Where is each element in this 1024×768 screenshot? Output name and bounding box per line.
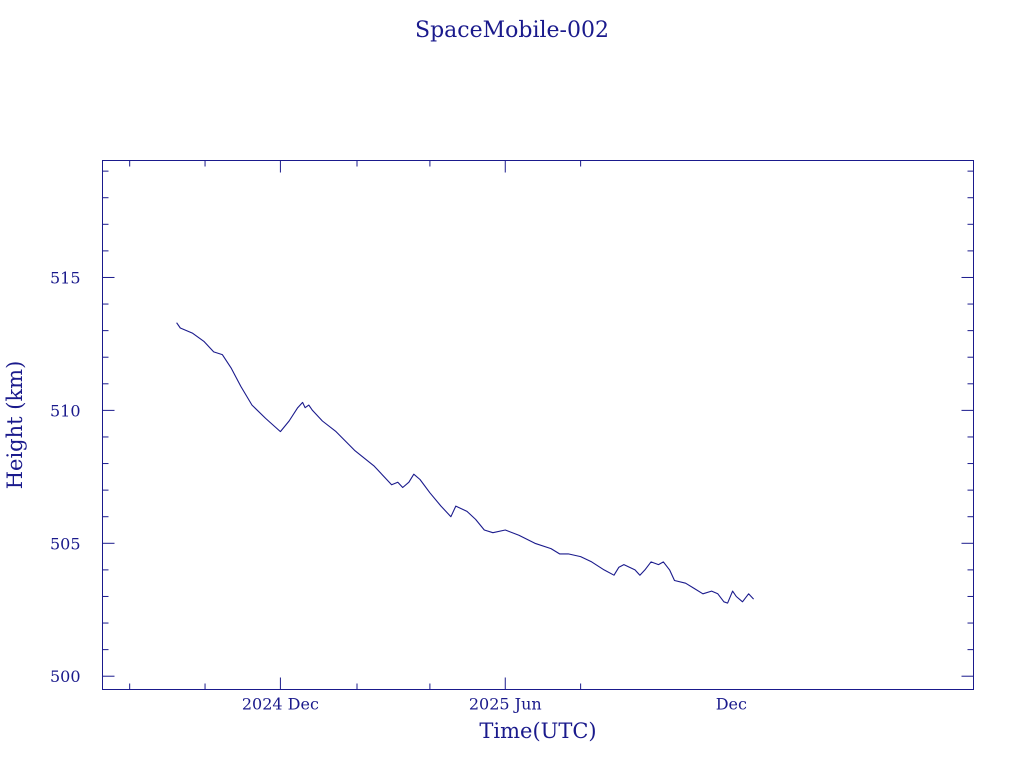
y-tick-label: 510 bbox=[50, 401, 81, 420]
y-tick-label: 500 bbox=[50, 667, 81, 686]
y-axis-label: Height (km) bbox=[3, 361, 27, 490]
x-tick-label: Dec bbox=[716, 695, 747, 714]
tick-marks bbox=[102, 160, 974, 690]
x-tick-label: 2025 Jun bbox=[469, 695, 542, 714]
plot-frame bbox=[102, 160, 974, 690]
chart-title: SpaceMobile-002 bbox=[415, 18, 609, 43]
x-tick-labels: 2024 Dec 2025 Jun Dec bbox=[242, 695, 747, 714]
series-line bbox=[176, 322, 755, 604]
y-tick-labels: 500 505 510 515 bbox=[50, 268, 81, 686]
y-tick-label: 515 bbox=[50, 268, 81, 287]
x-tick-label: 2024 Dec bbox=[242, 695, 319, 714]
x-axis-label: Time(UTC) bbox=[479, 719, 596, 743]
y-tick-label: 505 bbox=[50, 534, 81, 553]
